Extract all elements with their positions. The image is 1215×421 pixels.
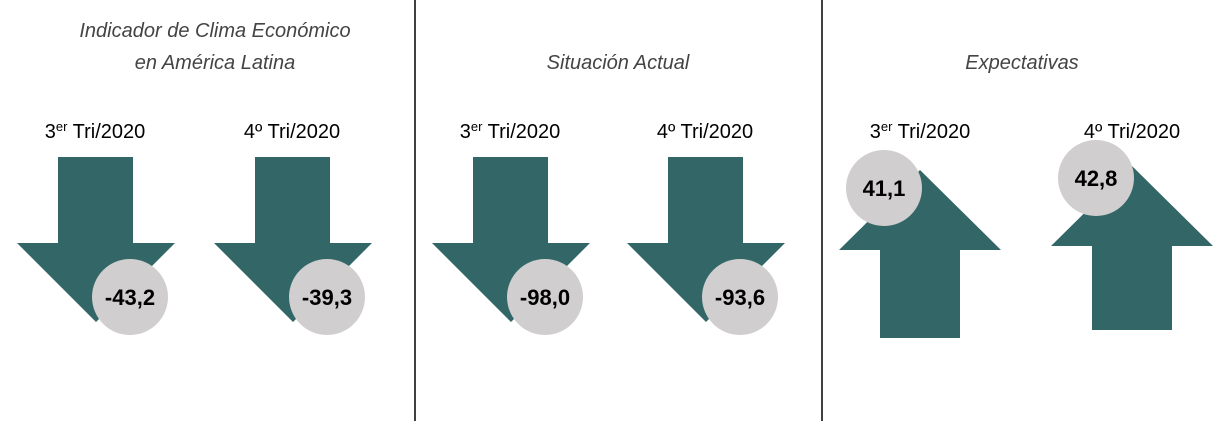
period-label: 3er Tri/2020 bbox=[45, 119, 146, 143]
period-part: Tri/2020 bbox=[482, 121, 560, 143]
period-part: 4º Tri/2020 bbox=[657, 121, 753, 143]
period-label: 4º Tri/2020 bbox=[244, 121, 340, 143]
value-label: 41,1 bbox=[863, 176, 906, 201]
period-label: 4º Tri/2020 bbox=[1084, 121, 1180, 143]
value-label: 42,8 bbox=[1075, 166, 1118, 191]
period-label: 3er Tri/2020 bbox=[870, 119, 971, 143]
period-part: Tri/2020 bbox=[892, 121, 970, 143]
period-part: er bbox=[471, 119, 483, 134]
panel-title: Expectativas bbox=[965, 52, 1078, 74]
value-label: -43,2 bbox=[105, 285, 155, 310]
value-badge bbox=[846, 150, 922, 226]
period-part: 3 bbox=[460, 121, 471, 143]
value-badge bbox=[1058, 140, 1134, 216]
value-label: -93,6 bbox=[715, 285, 765, 310]
period-label: 4º Tri/2020 bbox=[657, 121, 753, 143]
period-part: Tri/2020 bbox=[67, 121, 145, 143]
period-part: 4º Tri/2020 bbox=[1084, 121, 1180, 143]
value-badge bbox=[702, 259, 778, 335]
period-part: er bbox=[56, 119, 68, 134]
period-part: 3 bbox=[870, 121, 881, 143]
period-part: er bbox=[881, 119, 893, 134]
value-badge bbox=[289, 259, 365, 335]
value-label: -39,3 bbox=[302, 285, 352, 310]
value-label: -98,0 bbox=[520, 285, 570, 310]
panel-title: en América Latina bbox=[135, 52, 295, 74]
period-label: 3er Tri/2020 bbox=[460, 119, 561, 143]
period-part: 3 bbox=[45, 121, 56, 143]
panel-title: Situación Actual bbox=[547, 52, 690, 74]
value-badge bbox=[92, 259, 168, 335]
panel-title: Indicador de Clima Económico bbox=[79, 20, 350, 42]
period-part: 4º Tri/2020 bbox=[244, 121, 340, 143]
value-badge bbox=[507, 259, 583, 335]
